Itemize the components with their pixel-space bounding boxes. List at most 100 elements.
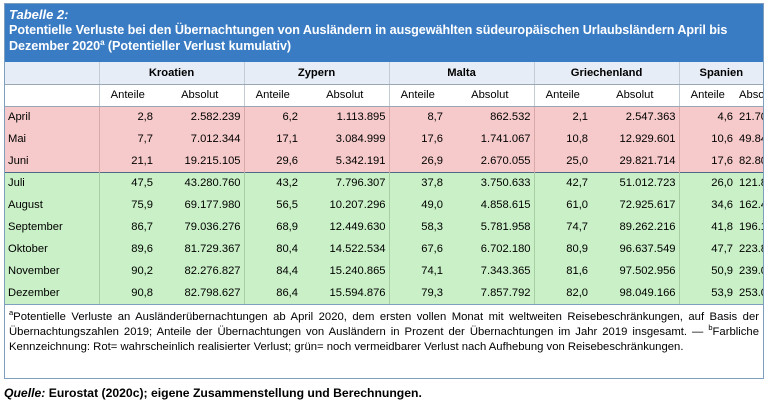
month-cell: Dezember [5, 282, 99, 304]
subheader-absolute: Absolut [591, 84, 680, 107]
share-cell: 80,4 [243, 238, 302, 260]
absolute-cell: 239.081.387 [736, 260, 763, 282]
table-frame: Tabelle 2: Potentielle Verluste bei den … [4, 3, 764, 379]
header-country-malta: Malta [388, 62, 535, 85]
share-cell: 10,6 [678, 128, 737, 150]
absolute-cell: 7.796.307 [301, 171, 390, 194]
share-cell: 58,3 [388, 216, 447, 238]
share-cell: 89,6 [98, 238, 156, 260]
absolute-cell: 196.122.001 [736, 216, 763, 238]
share-cell: 42,7 [533, 171, 592, 194]
month-cell: Oktober [5, 238, 99, 260]
month-cell: August [5, 194, 99, 216]
share-cell: 10,8 [533, 128, 592, 150]
absolute-cell: 19.215.105 [156, 150, 245, 172]
absolute-cell: 223.824.147 [736, 238, 763, 260]
share-cell: 26,0 [678, 171, 737, 194]
header-blank [5, 62, 99, 85]
share-cell: 84,4 [243, 260, 302, 282]
footnote-mark-a: a [9, 308, 14, 318]
absolute-cell: 79.036.276 [156, 216, 245, 238]
absolute-cell: 49.846.808 [736, 128, 763, 150]
subheader-row: Anteile Absolut Anteile Absolut Anteile … [5, 84, 763, 107]
table-row: Mai 7,7 7.012.344 17,1 3.084.999 17,6 1.741.06… [5, 128, 763, 150]
subheader-absolute: Absolut [301, 84, 390, 107]
absolute-cell: 5.342.191 [301, 150, 390, 172]
absolute-cell: 15.240.865 [301, 260, 390, 282]
absolute-cell: 862.532 [446, 106, 535, 128]
subheader-share: Anteile [243, 84, 302, 107]
table-row: November 90,2 82.276.827 84,4 15.240.865 74,1… [5, 260, 763, 282]
share-cell: 56,5 [243, 194, 302, 216]
absolute-cell: 6.702.180 [446, 238, 535, 260]
share-cell: 90,2 [98, 260, 156, 282]
country-header-row: Kroatien Zypern Malta Griechenland Spani… [5, 62, 763, 85]
month-cell: April [5, 106, 99, 128]
absolute-cell: 1.741.067 [446, 128, 535, 150]
subheader-share: Anteile [533, 84, 592, 107]
absolute-cell: 43.280.760 [156, 171, 245, 194]
share-cell: 53,9 [678, 282, 737, 304]
absolute-cell: 97.502.956 [591, 260, 680, 282]
header-country-zypern: Zypern [243, 62, 390, 85]
absolute-cell: 2.547.363 [591, 106, 680, 128]
source-line: Quelle: Eurostat (2020c); eigene Zusamme… [4, 386, 422, 400]
table-title-suffix: (Potentieller Verlust kumulativ) [104, 39, 292, 53]
subheader-absolute: Absolut [446, 84, 535, 107]
month-cell: November [5, 260, 99, 282]
source-text: Eurostat (2020c); eigene Zusammenstellun… [45, 386, 422, 400]
subheader-share: Anteile [678, 84, 737, 107]
share-cell: 50,9 [678, 260, 737, 282]
share-cell: 68,9 [243, 216, 302, 238]
share-cell: 67,6 [388, 238, 447, 260]
absolute-cell: 1.113.895 [301, 106, 390, 128]
share-cell: 61,0 [533, 194, 592, 216]
table-row: Juli 47,5 43.280.760 43,2 7.796.307 37,8 3.750… [5, 171, 763, 194]
footnote-text-a: Potentielle Verluste an Ausländerübernac… [9, 311, 759, 338]
absolute-cell: 121.805.485 [736, 171, 763, 194]
table-title-main: Potentielle Verluste bei den Übernachtun… [9, 23, 728, 53]
absolute-cell: 15.594.876 [301, 282, 390, 304]
share-cell: 43,2 [243, 171, 302, 194]
absolute-cell: 51.012.723 [591, 171, 680, 194]
subheader-absolute: Absolut [156, 84, 245, 107]
absolute-cell: 3.084.999 [301, 128, 390, 150]
month-cell: Juni [5, 150, 99, 172]
absolute-cell: 72.925.617 [591, 194, 680, 216]
month-cell: September [5, 216, 99, 238]
share-cell: 34,6 [678, 194, 737, 216]
share-cell: 17,6 [678, 150, 737, 172]
absolute-cell: 96.637.549 [591, 238, 680, 260]
month-cell: Juli [5, 171, 99, 194]
absolute-cell: 82.276.827 [156, 260, 245, 282]
absolute-cell: 7.857.792 [446, 282, 535, 304]
share-cell: 82,0 [533, 282, 592, 304]
absolute-cell: 5.781.958 [446, 216, 535, 238]
absolute-cell: 7.012.344 [156, 128, 245, 150]
share-cell: 7,7 [98, 128, 156, 150]
absolute-cell: 2.670.055 [446, 150, 535, 172]
loss-table: Kroatien Zypern Malta Griechenland Spani… [5, 62, 763, 304]
share-cell: 26,9 [388, 150, 447, 172]
footnote-text-b: Farbliche Kennzeichnung: Rot= wahrschein… [9, 326, 759, 353]
absolute-cell: 69.177.980 [156, 194, 245, 216]
share-cell: 41,8 [678, 216, 737, 238]
absolute-cell: 21.707.231 [736, 106, 763, 128]
table-row: Oktober 89,6 81.729.367 80,4 14.522.534 67,6 6… [5, 238, 763, 260]
share-cell: 29,6 [243, 150, 302, 172]
table-title-footnote-mark: a [100, 37, 105, 47]
share-cell: 75,9 [98, 194, 156, 216]
absolute-cell: 10.207.296 [301, 194, 390, 216]
share-cell: 86,4 [243, 282, 302, 304]
table-title-bar: Tabelle 2: Potentielle Verluste bei den … [5, 4, 763, 62]
subheader-absolute: Absolut [736, 84, 763, 107]
absolute-cell: 2.582.239 [156, 106, 245, 128]
share-cell: 74,7 [533, 216, 592, 238]
share-cell: 79,3 [388, 282, 447, 304]
share-cell: 86,7 [98, 216, 156, 238]
share-cell: 25,0 [533, 150, 592, 172]
header-country-spanien: Spanien [678, 62, 763, 85]
share-cell: 74,1 [388, 260, 447, 282]
source-label: Quelle: [4, 386, 46, 400]
footnote-mark-b: b [708, 323, 713, 333]
